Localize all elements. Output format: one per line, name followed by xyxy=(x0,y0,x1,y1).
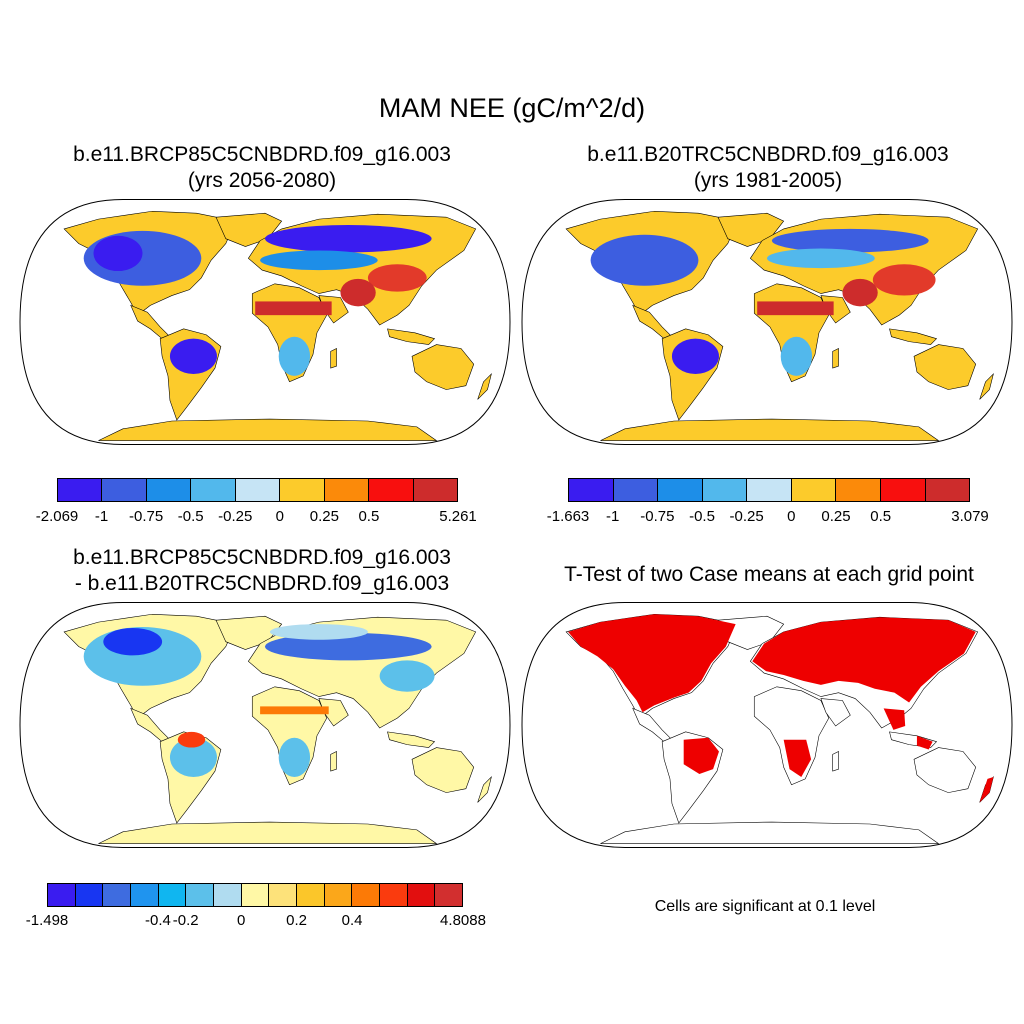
colorbar-label: 0 xyxy=(275,508,284,525)
colorbar-swatch xyxy=(280,479,325,501)
colorbar-swatch xyxy=(102,479,147,501)
colorbar-swatch xyxy=(880,479,926,501)
colorbar-swatch xyxy=(413,479,457,501)
colorbar-swatch xyxy=(58,479,103,501)
colorbar-swatch xyxy=(186,884,215,906)
colorbar-swatch xyxy=(235,479,281,501)
panel-1-title-line2: (yrs 2056-2080) xyxy=(187,169,337,192)
colorbar-label: 0.25 xyxy=(309,508,339,525)
colorbar-swatch xyxy=(702,479,748,501)
colorbar-label: 3.079 xyxy=(951,508,989,525)
colorbar-label: -0.4 xyxy=(144,912,171,929)
colorbar-label: 0 xyxy=(236,912,246,929)
colorbar-swatch xyxy=(380,884,408,906)
colorbar-swatch xyxy=(791,479,837,501)
significance-note: Cells are significant at 0.1 level xyxy=(654,898,876,915)
colorbar-label: 0.5 xyxy=(358,508,380,525)
colorbar-swatch xyxy=(613,479,659,501)
panel-1-title: b.e11.BRCP85C5CNBDRD.f09_g16.003 (yrs 20… xyxy=(12,142,512,194)
colorbar-swatch xyxy=(131,884,159,906)
colorbar-swatch xyxy=(214,884,242,906)
panel-3-title-line1: b.e11.BRCP85C5CNBDRD.f09_g16.003 xyxy=(73,546,451,569)
colorbar-label: -2.069 xyxy=(35,508,79,525)
panel-2-map xyxy=(521,199,1013,445)
panel-3-colorbar xyxy=(47,883,463,907)
colorbar-swatch xyxy=(297,884,325,906)
colorbar-label: 0 xyxy=(787,508,796,525)
colorbar-label: 0.25 xyxy=(821,508,851,525)
colorbar-label: -0.5 xyxy=(177,508,204,525)
colorbar-swatch xyxy=(658,479,703,501)
colorbar-swatch xyxy=(324,884,353,906)
panel-3-map xyxy=(19,602,511,848)
colorbar-label: -0.25 xyxy=(218,508,253,525)
colorbar-label: 0.5 xyxy=(870,508,892,525)
panel-1-colorbar xyxy=(57,478,458,502)
colorbar-swatch xyxy=(158,884,187,906)
colorbar-swatch xyxy=(569,479,614,501)
colorbar-swatch xyxy=(269,884,298,906)
figure-title: MAM NEE (gC/m^2/d) xyxy=(378,93,646,123)
colorbar-label: -1 xyxy=(94,508,109,525)
panel-2-colorbar xyxy=(568,478,970,502)
colorbar-label: -1 xyxy=(605,508,620,525)
colorbar-label: -1.498 xyxy=(25,912,69,929)
colorbar-label: -0.75 xyxy=(129,508,164,525)
panel-2-title: b.e11.B20TRC5CNBDRD.f09_g16.003 (yrs 198… xyxy=(518,142,1018,194)
colorbar-label: -0.2 xyxy=(172,912,199,929)
colorbar-label: -0.75 xyxy=(640,508,675,525)
panel-1-map xyxy=(19,199,511,445)
colorbar-label: -0.5 xyxy=(689,508,715,525)
colorbar-swatch xyxy=(146,479,192,501)
panel-2-title-line2: (yrs 1981-2005) xyxy=(693,169,843,192)
colorbar-swatch xyxy=(191,479,236,501)
colorbar-swatch xyxy=(103,884,132,906)
colorbar-swatch xyxy=(369,479,414,501)
panel-3-title-line2: - b.e11.B20TRC5CNBDRD.f09_g16.003 xyxy=(74,572,450,595)
colorbar-swatch xyxy=(836,479,881,501)
colorbar-label: -0.25 xyxy=(729,508,764,525)
panel-4-title: T-Test of two Case means at each grid po… xyxy=(564,563,974,586)
panel-4-map xyxy=(521,602,1013,848)
colorbar-label: 0.2 xyxy=(286,912,308,929)
colorbar-swatch xyxy=(747,479,792,501)
colorbar-swatch xyxy=(925,479,970,501)
colorbar-swatch xyxy=(352,884,381,906)
colorbar-swatch xyxy=(324,479,370,501)
colorbar-label: 4.8088 xyxy=(440,912,486,929)
panel-2-title-line1: b.e11.B20TRC5CNBDRD.f09_g16.003 xyxy=(587,143,949,166)
colorbar-swatch xyxy=(435,884,463,906)
colorbar-label: 0.4 xyxy=(341,912,363,929)
colorbar-swatch xyxy=(75,884,104,906)
colorbar-label: 5.261 xyxy=(439,508,477,525)
colorbar-swatch xyxy=(241,884,270,906)
panel-3-title: b.e11.BRCP85C5CNBDRD.f09_g16.003 - b.e11… xyxy=(12,545,512,597)
panel-1-title-line1: b.e11.BRCP85C5CNBDRD.f09_g16.003 xyxy=(73,143,451,166)
colorbar-label: -1.663 xyxy=(546,508,590,525)
colorbar-swatch xyxy=(407,884,436,906)
colorbar-swatch xyxy=(48,884,76,906)
